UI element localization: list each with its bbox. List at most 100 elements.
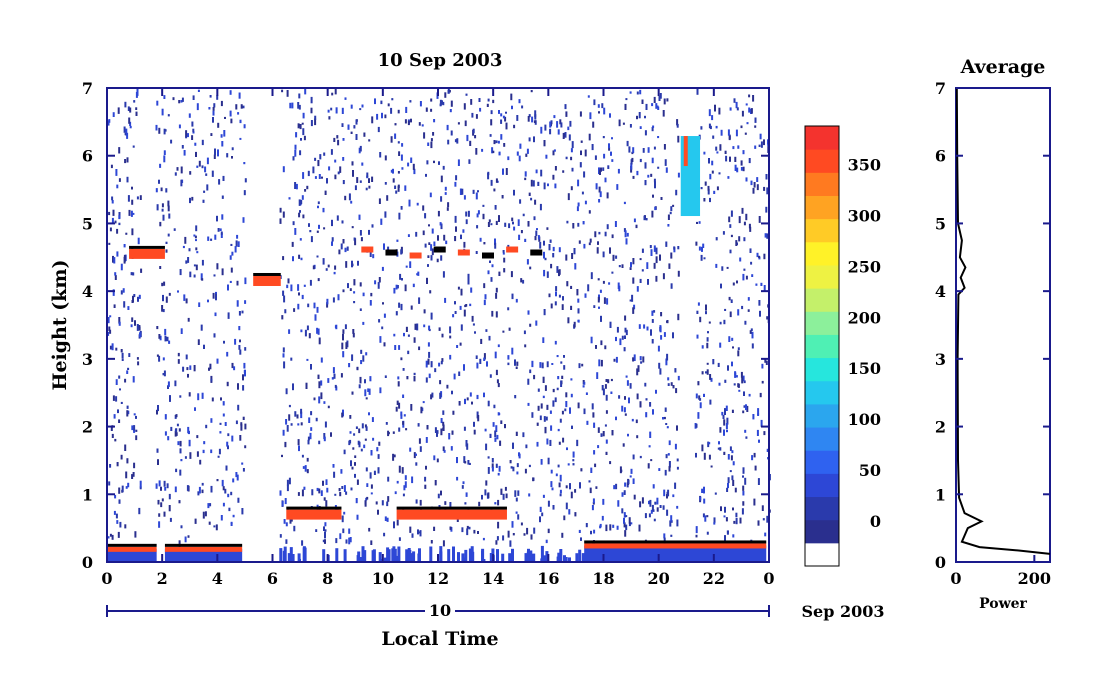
noise-dot: [592, 498, 595, 504]
noise-dot: [491, 310, 494, 317]
noise-dot: [399, 273, 402, 280]
noise-dot: [583, 243, 586, 249]
noise-dot: [244, 445, 247, 449]
ground-clutter: [559, 549, 563, 562]
noise-dot: [624, 482, 627, 487]
noise-dot: [286, 284, 289, 289]
noise-dot: [483, 353, 486, 360]
noise-dot: [307, 303, 310, 308]
noise-dot: [698, 221, 701, 224]
noise-dot: [133, 428, 136, 433]
noise-dot: [425, 377, 428, 383]
noise-dot: [125, 471, 128, 479]
noise-dot: [284, 309, 287, 314]
noise-dot: [508, 327, 511, 331]
noise-dot: [504, 222, 507, 227]
noise-dot: [464, 502, 467, 505]
noise-dot: [714, 104, 716, 112]
noise-dot: [304, 88, 307, 95]
noise-dot: [458, 371, 461, 376]
noise-dot: [310, 364, 312, 370]
noise-dot: [766, 316, 769, 320]
noise-dot: [606, 298, 609, 305]
noise-dot: [181, 97, 184, 102]
noise-dot: [735, 375, 738, 378]
noise-dot: [196, 451, 199, 457]
noise-dot: [466, 528, 469, 536]
noise-dot: [495, 425, 498, 432]
noise-dot: [221, 195, 224, 199]
noise-dot: [359, 108, 362, 111]
noise-dot: [623, 517, 625, 524]
noise-dot: [427, 358, 430, 365]
noise-dot: [313, 397, 316, 401]
noise-dot: [552, 150, 555, 156]
noise-dot: [644, 180, 647, 186]
noise-dot: [609, 321, 612, 328]
noise-dot: [359, 145, 362, 152]
noise-dot: [117, 531, 120, 538]
noise-dot: [705, 371, 707, 374]
noise-dot: [630, 162, 633, 170]
noise-dot: [423, 324, 426, 328]
noise-dot: [695, 526, 698, 534]
noise-dot: [558, 482, 561, 488]
noise-dot: [300, 199, 303, 205]
noise-dot: [372, 437, 375, 441]
noise-dot: [546, 438, 549, 445]
noise-dot: [442, 540, 445, 547]
noise-dot: [407, 162, 410, 167]
noise-dot: [670, 252, 673, 259]
noise-dot: [369, 300, 372, 306]
noise-dot: [222, 413, 225, 417]
noise-dot: [424, 476, 427, 482]
noise-dot: [651, 103, 654, 107]
noise-dot: [234, 246, 237, 253]
noise-dot: [544, 257, 547, 261]
noise-dot: [554, 397, 557, 403]
noise-dot: [500, 488, 503, 495]
noise-dot: [658, 95, 661, 101]
noise-dot: [559, 489, 562, 494]
noise-dot: [583, 408, 586, 415]
noise-dot: [747, 297, 750, 301]
noise-dot: [744, 477, 747, 485]
noise-dot: [758, 144, 761, 147]
noise-dot: [169, 517, 172, 522]
colorbar-cell: [805, 288, 839, 312]
noise-dot: [479, 237, 482, 242]
noise-dot: [615, 416, 617, 421]
noise-dot: [543, 140, 546, 147]
noise-dot: [283, 519, 286, 524]
noise-dot: [110, 164, 113, 169]
noise-dot: [194, 407, 196, 411]
noise-dot: [392, 178, 395, 183]
noise-dot: [208, 521, 211, 525]
noise-dot: [556, 121, 559, 128]
noise-dot: [746, 405, 749, 412]
noise-dot: [654, 501, 657, 505]
noise-dot: [338, 488, 341, 492]
noise-dot: [665, 423, 668, 425]
noise-dot: [418, 346, 421, 351]
noise-dot: [609, 461, 612, 465]
noise-dot: [756, 252, 759, 258]
noise-dot: [604, 345, 607, 350]
noise-dot: [723, 319, 726, 325]
noise-dot: [158, 521, 161, 528]
noise-dot: [353, 291, 356, 294]
noise-dot: [396, 519, 399, 526]
noise-dot: [503, 257, 506, 263]
noise-dot: [284, 498, 287, 505]
noise-dot: [341, 107, 344, 114]
noise-dot: [383, 313, 386, 318]
noise-dot: [626, 232, 629, 237]
noise-dot: [185, 135, 188, 139]
noise-dot: [213, 274, 216, 277]
noise-dot: [754, 145, 757, 149]
main-title: 10 Sep 2003: [378, 50, 503, 71]
noise-dot: [492, 150, 495, 154]
noise-dot: [207, 299, 209, 303]
noise-dot: [362, 321, 365, 325]
noise-dot: [675, 189, 678, 196]
